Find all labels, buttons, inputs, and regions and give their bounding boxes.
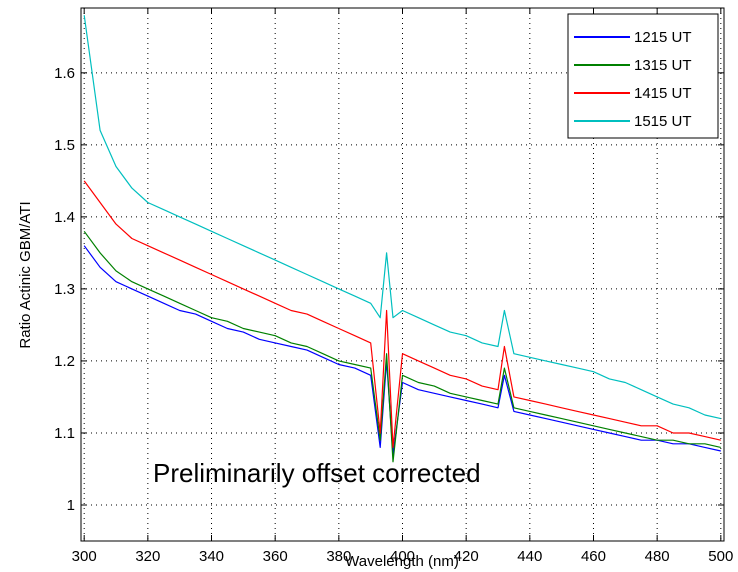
x-tick-label: 500 [708,548,733,565]
x-tick-label: 480 [645,548,670,565]
y-tick-label: 1.4 [54,209,75,226]
legend-label: 1515 UT [634,113,692,130]
x-tick-label: 440 [517,548,542,565]
series-line-4 [83,15,721,420]
x-tick-label: 420 [454,548,479,565]
x-tick-label: 340 [199,548,224,565]
x-tick-label: 320 [135,548,160,565]
legend-box [567,13,719,139]
series-line-3 [83,180,721,448]
x-tick-label: 380 [326,548,351,565]
series-group [83,15,721,463]
x-tick-label: 400 [390,548,415,565]
axis-ticks [81,8,724,541]
x-tick-labels: 300 320 340 360 380 400 420 440 460 480 500 [72,548,734,565]
x-tick-label: 460 [581,548,606,565]
series-line-2 [83,230,721,463]
legend-label: 1215 UT [634,29,692,46]
y-axis-label: Ratio Actinic GBM/ATI [17,201,34,348]
y-tick-label: 1.2 [54,353,75,370]
y-tick-label: 1.6 [54,65,75,82]
legend: 1215 UT 1315 UT 1415 UT 1515 UT [567,13,719,139]
y-tick-label: 1.5 [54,137,75,154]
legend-label: 1415 UT [634,85,692,102]
legend-items: 1215 UT 1315 UT 1415 UT 1515 UT [574,29,692,130]
y-tick-label: 1 [67,497,75,514]
y-tick-label: 1.3 [54,281,75,298]
x-tick-label: 300 [72,548,97,565]
x-tick-label: 360 [263,548,288,565]
y-tick-labels: 1 1.1 1.2 1.3 1.4 1.5 1.6 [54,65,75,514]
y-tick-label: 1.1 [54,425,75,442]
x-axis-label: Wavelength (nm) [345,553,459,570]
legend-label: 1315 UT [634,57,692,74]
chart-annotation: Preliminarily offset corrected [153,458,481,488]
